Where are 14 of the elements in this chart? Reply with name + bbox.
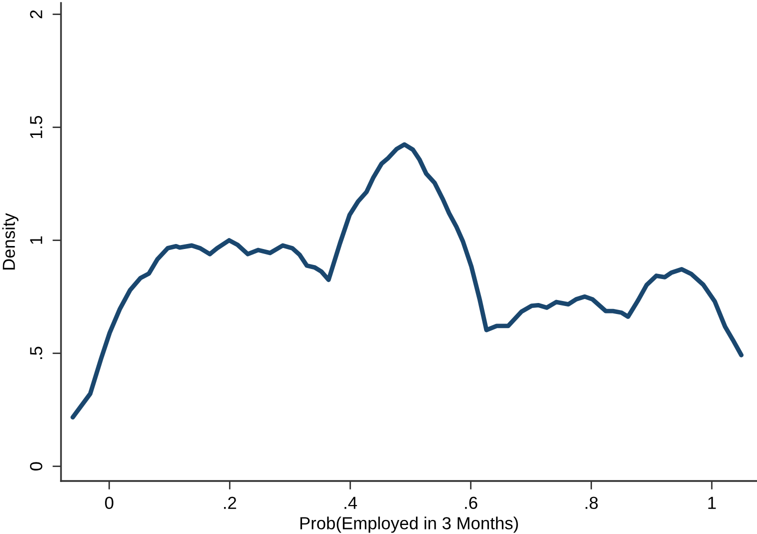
x-tick-label: .8 — [586, 496, 598, 510]
y-tick-label: .5 — [30, 346, 42, 359]
x-axis-title: Prob(Employed in 3 Months) — [300, 516, 518, 533]
x-tick-label: .2 — [224, 496, 236, 509]
x-tick-label: 1 — [708, 496, 716, 509]
y-tick-label: 0 — [30, 462, 42, 470]
x-tick-label: .6 — [465, 496, 478, 510]
line-series — [70, 142, 744, 420]
x-tick-label: 0 — [105, 496, 114, 510]
y-tick-label: 1.5 — [30, 116, 42, 138]
y-axis-title: Density — [2, 213, 18, 270]
x-tick-label: .4 — [344, 496, 357, 509]
y-tick-label: 2 — [30, 10, 42, 18]
y-tick-label: 1 — [30, 236, 42, 244]
